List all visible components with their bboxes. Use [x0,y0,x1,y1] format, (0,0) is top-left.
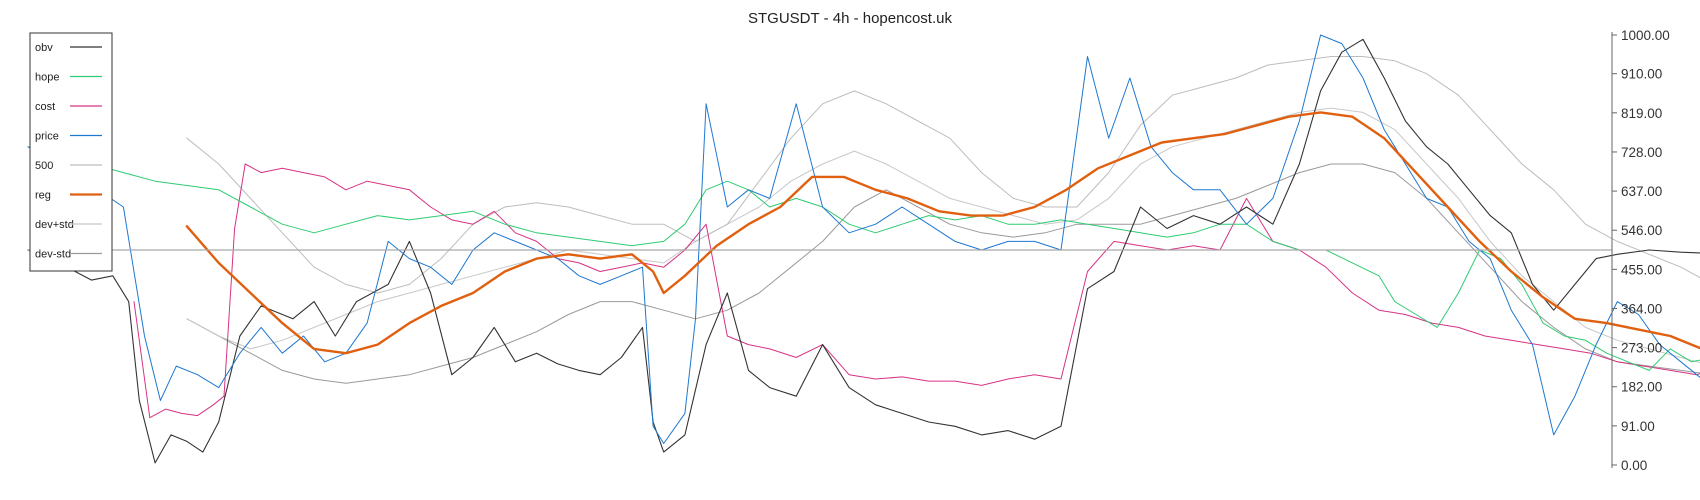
y-tick-label: 364.00 [1621,301,1662,316]
series-line-cost [133,163,1700,419]
legend-label-price: price [35,131,59,143]
legend-label-dev-std: dev-std [35,249,71,261]
series-line-reg [185,111,1700,355]
y-tick-label: 455.00 [1621,262,1662,277]
legend: obv hope cost price 500 reg dev+std dev-std [29,32,113,272]
series-line-price [27,34,1700,444]
legend-label-dev-std: dev+std [35,219,74,231]
y-tick-label: 910.00 [1621,67,1662,82]
y-axis: 1000.00 910.00 819.00 728.00 637.00 546.00 455… [1611,28,1670,473]
y-tick-label: 637.00 [1621,184,1662,199]
chart-title: STGUSDT - 4h - hopencost.uk [748,10,952,27]
y-tick-label: 819.00 [1621,106,1662,121]
y-tick-label: 273.00 [1621,341,1662,356]
y-tick-label: 0.00 [1621,458,1647,473]
series-layer [27,34,1700,464]
series-line-500 [186,56,1700,294]
y-tick-label: 182.00 [1621,380,1662,395]
series-line-obv [27,38,1700,464]
series-line-hope [27,146,1700,371]
y-tick-label: 1000.00 [1621,28,1670,43]
y-tick-label: 546.00 [1621,223,1662,238]
legend-label-obv: obv [35,42,53,54]
series-line-dev-std [186,107,1700,364]
legend-label-hope: hope [35,72,59,84]
y-tick-label: 91.00 [1621,419,1655,434]
legend-label-500: 500 [35,160,53,172]
legend-label-cost: cost [35,101,55,113]
series-line-dev-std [186,163,1700,384]
legend-box [29,32,113,272]
legend-label-reg: reg [35,190,51,202]
y-tick-label: 728.00 [1621,145,1662,160]
